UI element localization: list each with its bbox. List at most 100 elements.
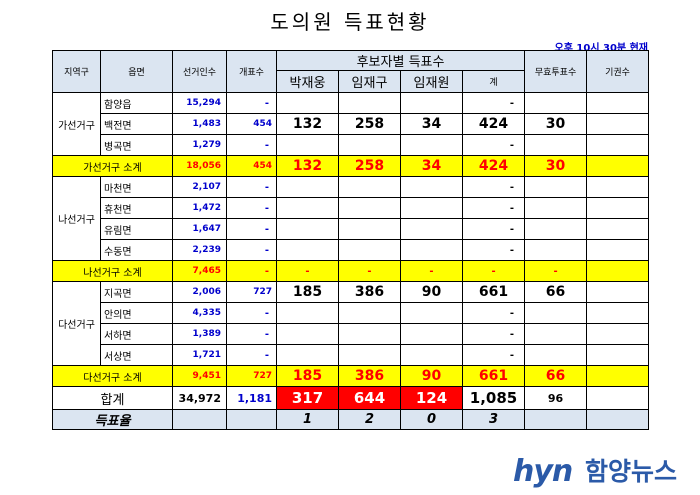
page-title: 도의원 득표현황 <box>270 10 430 34</box>
sum-cell: - <box>461 344 526 366</box>
sum-cell: - <box>461 239 526 261</box>
vote-cell <box>400 323 463 345</box>
electorate-cell: 1,389 <box>172 323 227 345</box>
opened-cell: - <box>226 302 277 324</box>
sum-cell: - <box>461 197 526 219</box>
abstain-cell <box>586 323 650 345</box>
sum-cell: - <box>461 302 526 324</box>
subtotal-row: 나선거구 소계 7,465 - - - - - - <box>52 260 650 282</box>
total-opened: 1,181 <box>226 386 277 410</box>
vote-cell <box>276 197 339 219</box>
total-abstain <box>586 386 650 410</box>
vote-cell <box>276 92 339 114</box>
vote-cell: 386 <box>338 365 401 387</box>
header-sum: 계 <box>461 70 526 93</box>
invalid-cell: 30 <box>524 155 588 177</box>
abstain-cell <box>586 281 650 303</box>
opened-cell: - <box>226 239 277 261</box>
electorate-cell: 2,239 <box>172 239 227 261</box>
invalid-cell <box>524 197 588 219</box>
opened-cell: 727 <box>226 365 277 387</box>
rank-cell: 1 <box>276 409 339 430</box>
electorate-cell: 15,294 <box>172 92 227 114</box>
table-row: 휴천면 1,472 - - <box>53 197 650 219</box>
total-electorate: 34,972 <box>172 386 227 410</box>
header-invalid: 무효투표수 <box>524 50 588 93</box>
table-row: 병곡면 1,279 - - <box>53 134 650 156</box>
rank-empty <box>524 409 588 430</box>
opened-cell: - <box>226 260 277 282</box>
table-row: 서상면 1,721 - - <box>53 344 650 366</box>
vote-cell <box>338 218 401 240</box>
total-vote-cell: 124 <box>400 386 463 410</box>
vote-cell: 258 <box>338 113 401 135</box>
opened-cell: - <box>226 323 277 345</box>
header-candidate-group: 후보자별 득표수 <box>275 50 526 71</box>
invalid-cell <box>524 344 588 366</box>
vote-cell: - <box>276 260 339 282</box>
subtotal-label: 나선거구 소계 <box>52 260 173 282</box>
abstain-cell <box>586 134 650 156</box>
invalid-cell <box>524 176 588 198</box>
rank-empty <box>586 409 650 430</box>
rank-label: 득표율 <box>52 409 173 430</box>
sum-cell: 424 <box>461 113 526 135</box>
total-vote-cell: 644 <box>338 386 401 410</box>
header-opened: 개표수 <box>226 50 277 93</box>
abstain-cell <box>586 302 650 324</box>
invalid-cell: 66 <box>524 281 588 303</box>
subtotal-label: 가선거구 소계 <box>52 155 173 177</box>
sum-cell: - <box>461 260 526 282</box>
sum-cell: - <box>461 176 526 198</box>
district-name: 나선거구 <box>52 176 101 261</box>
sum-cell: - <box>461 323 526 345</box>
opened-cell: - <box>226 134 277 156</box>
table-row: 나선거구 마천면 2,107 - - <box>52 176 650 261</box>
table-row: 다선거구 지곡면 2,006 727 185 386 90 661 66 <box>52 281 650 366</box>
opened-cell: - <box>226 197 277 219</box>
district-name: 다선거구 <box>52 281 101 366</box>
sum-cell: - <box>461 134 526 156</box>
total-invalid: 96 <box>524 386 588 410</box>
timestamp: 오후 10시 30분 현재 <box>554 43 648 54</box>
vote-cell <box>338 323 401 345</box>
electorate-cell: 9,451 <box>172 365 227 387</box>
vote-cell <box>338 176 401 198</box>
vote-cell: 132 <box>276 113 339 135</box>
vote-cell: 185 <box>276 365 339 387</box>
vote-cell: 90 <box>400 365 463 387</box>
vote-cell: 34 <box>400 155 463 177</box>
vote-cell <box>276 176 339 198</box>
town-cell: 휴천면 <box>100 197 173 219</box>
rank-sum: 3 <box>461 409 526 430</box>
invalid-cell <box>524 239 588 261</box>
vote-cell <box>338 344 401 366</box>
vote-cell: 258 <box>338 155 401 177</box>
town-cell: 서상면 <box>100 344 173 366</box>
vote-cell <box>276 239 339 261</box>
electorate-cell: 2,107 <box>172 176 227 198</box>
subtotal-row: 다선거구 소계 9,451 727 185 386 90 661 66 <box>52 365 650 387</box>
town-cell: 유림면 <box>100 218 173 240</box>
table-row: 백전면 1,483 454 132 258 34 424 30 <box>53 113 650 135</box>
vote-cell: 386 <box>338 281 401 303</box>
header-abstain: 기권수 <box>586 50 650 93</box>
rank-cell: 2 <box>338 409 401 430</box>
town-cell: 안의면 <box>100 302 173 324</box>
vote-cell: 132 <box>276 155 339 177</box>
header-town: 읍면 <box>100 50 173 93</box>
town-cell: 병곡면 <box>100 134 173 156</box>
vote-cell <box>400 239 463 261</box>
abstain-cell <box>586 365 650 387</box>
vote-cell <box>338 302 401 324</box>
electorate-cell: 18,056 <box>172 155 227 177</box>
table-row: 유림면 1,647 - - <box>53 218 650 240</box>
opened-cell: 454 <box>226 155 277 177</box>
abstain-cell <box>586 239 650 261</box>
vote-cell: - <box>338 260 401 282</box>
electorate-cell: 1,483 <box>172 113 227 135</box>
town-cell: 지곡면 <box>100 281 173 303</box>
total-label: 합계 <box>52 386 173 410</box>
opened-cell: - <box>226 218 277 240</box>
vote-cell <box>400 176 463 198</box>
